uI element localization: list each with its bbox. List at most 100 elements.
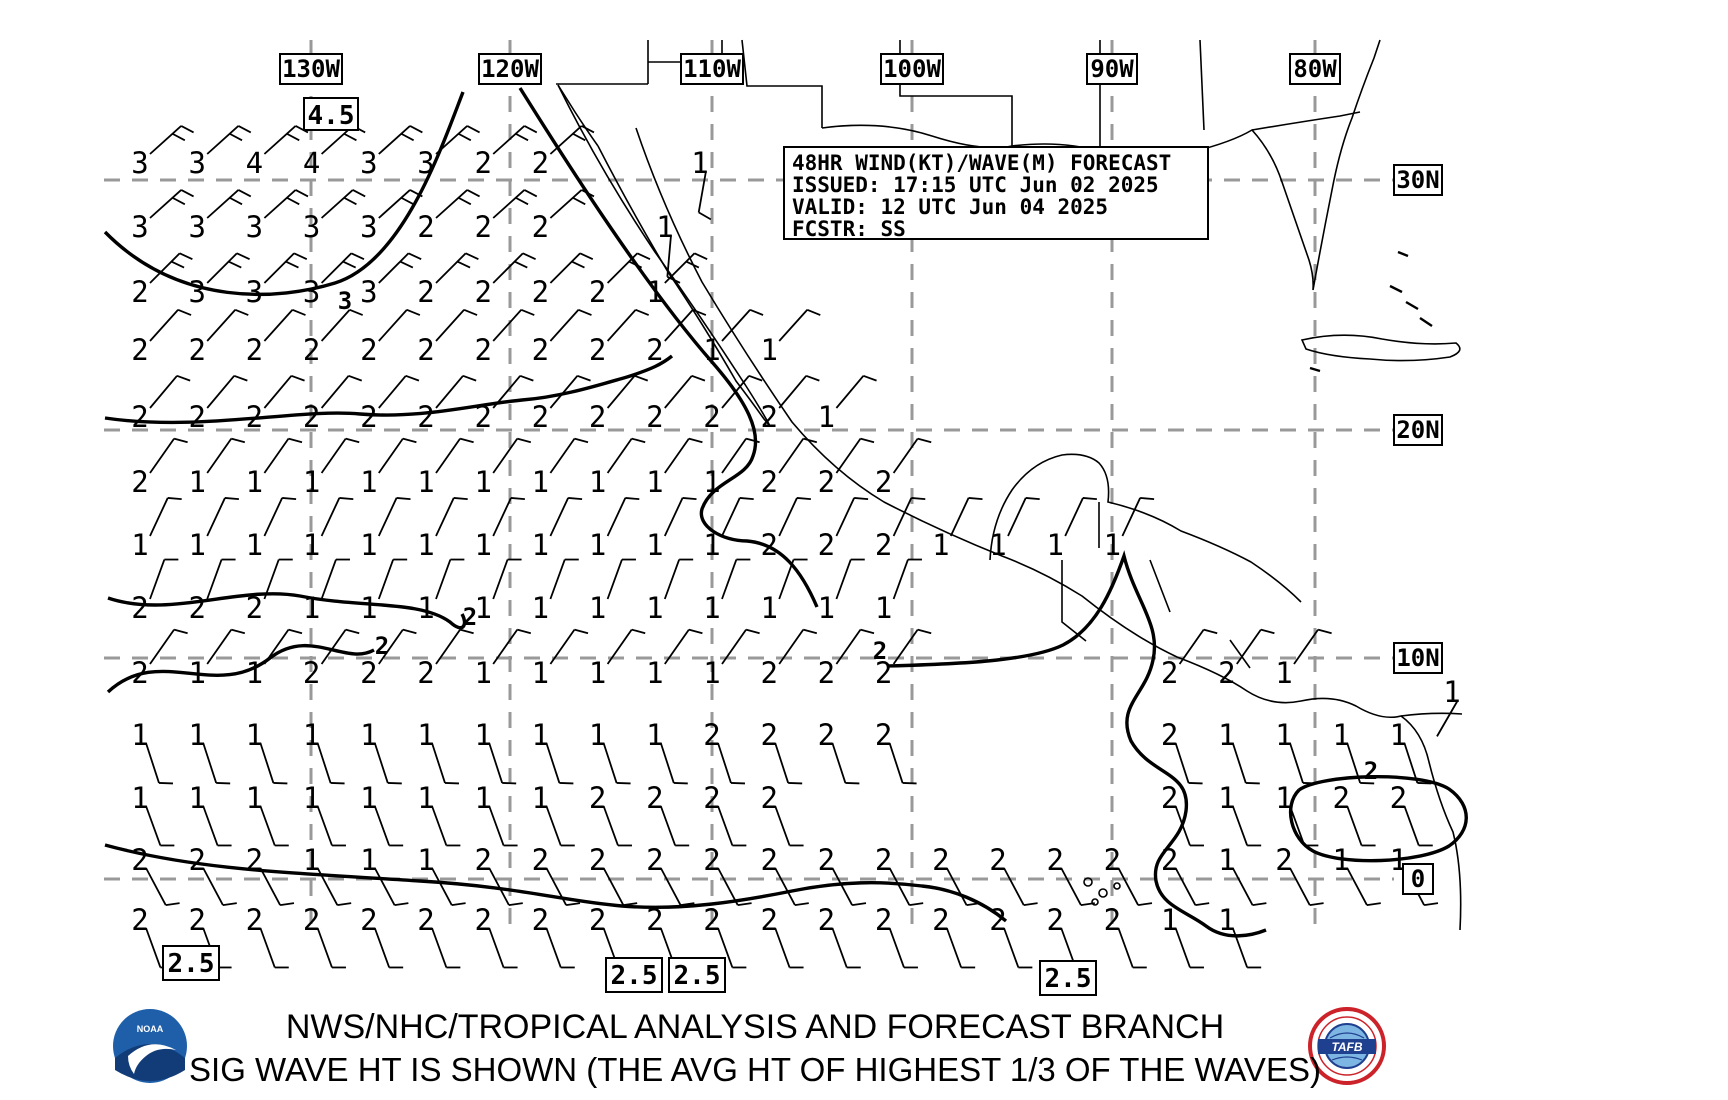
info-box-line: VALID: 12 UTC Jun 04 2025	[792, 195, 1108, 219]
wave-height-value: 1	[703, 465, 720, 499]
wave-contour	[887, 550, 1267, 938]
wave-height-value: 3	[188, 146, 205, 180]
wave-height-value: 2	[417, 400, 434, 434]
wave-height-value: 2	[818, 718, 835, 752]
wave-height-value: 2	[360, 400, 377, 434]
wind-barb	[435, 125, 480, 155]
wave-height-value: 1	[532, 718, 549, 752]
island-mark	[1091, 898, 1099, 906]
wind-barb	[606, 252, 651, 284]
coastline-path	[1400, 712, 1463, 717]
wind-barbs	[145, 125, 1459, 969]
wave-contour	[104, 843, 1008, 923]
contour-label: 2	[375, 632, 389, 660]
wind-barb	[606, 628, 646, 665]
wave-height-label: 2.5	[1045, 964, 1092, 994]
wave-height-value: 2	[360, 333, 377, 367]
wind-barb	[316, 805, 346, 847]
wind-barb	[492, 628, 532, 665]
wind-barb	[602, 805, 632, 847]
wind-barb	[1346, 805, 1376, 847]
wave-height-value: 2	[875, 656, 892, 690]
coordinate-label-box	[880, 53, 944, 85]
wave-height-value: 1	[1332, 843, 1349, 877]
wave-height-value: 1	[474, 465, 491, 499]
wave-height-value: 2	[474, 146, 491, 180]
wind-barb	[263, 558, 293, 600]
wave-height-value: 2	[131, 275, 148, 309]
wave-height-values: 3 3 4 4 3 3 2 23 3 3 3 3 2 2 22 3 3 3 3 2 2 2 2 12 2 2 2 2 2 2 2 2 2 1 12 2…	[131, 146, 1460, 937]
wind-barb	[206, 437, 246, 474]
wind-barb	[492, 308, 535, 342]
wind-barb	[835, 628, 875, 665]
info-box-line: 48HR WIND(KT)/WAVE(M) FORECAST	[792, 151, 1171, 175]
wind-barb	[1121, 497, 1155, 537]
wind-barb	[149, 437, 188, 474]
wave-height-value: 2	[703, 400, 720, 434]
wind-barb	[492, 437, 532, 474]
wave-height-value: 1	[1218, 781, 1235, 815]
wind-barb	[373, 805, 404, 847]
wind-barb	[666, 234, 681, 284]
wave-height-value: 1	[532, 528, 549, 562]
wind-barb	[774, 742, 803, 785]
wind-barb	[892, 628, 932, 665]
wind-barb	[435, 374, 477, 409]
wind-barb	[492, 374, 534, 409]
wave-height-value: 2	[703, 781, 720, 815]
wave-height-value: 1	[989, 528, 1006, 562]
wind-barb	[545, 927, 575, 969]
wave-height-value: 1	[417, 718, 434, 752]
wind-barb	[149, 374, 191, 409]
wave-height-value: 1	[589, 528, 606, 562]
coordinate-labels: 130W 120W 110W 100W 90W 80W 30N 20N 10N 0 2.5 2.5 2.…	[162, 53, 1443, 996]
wave-height-value: 1	[932, 528, 949, 562]
wave-height-value: 2	[360, 903, 377, 937]
wave-height-value: 1	[474, 718, 491, 752]
wind-barb	[373, 927, 404, 969]
wave-height-label-box	[668, 957, 726, 993]
coordinate-label-box	[1402, 863, 1434, 895]
wave-height-value: 1	[246, 528, 263, 562]
wave-height-value: 2	[646, 333, 663, 367]
wind-barb	[431, 867, 466, 906]
wave-height-value: 1	[646, 591, 663, 625]
island-mark	[1397, 250, 1409, 258]
wind-barb	[549, 374, 591, 409]
wave-height-value: 1	[1443, 675, 1460, 709]
wind-barb	[778, 628, 818, 665]
wind-barb	[1231, 742, 1260, 785]
wind-barb	[1003, 867, 1038, 906]
wave-height-value: 2	[818, 656, 835, 690]
wind-barb	[492, 125, 538, 155]
wave-height-value: 2	[417, 210, 434, 244]
wave-height-value: 4	[246, 146, 263, 180]
wind-barb	[1178, 628, 1218, 665]
wind-barb	[1117, 867, 1153, 906]
wave-height-value: 2	[131, 843, 148, 877]
wave-height-value: 2	[818, 528, 835, 562]
wind-barb	[778, 308, 821, 342]
wind-barb	[1403, 742, 1432, 785]
wind-barb	[774, 805, 804, 847]
contour-label: 2	[463, 603, 477, 631]
wave-height-value: 2	[474, 843, 491, 877]
wave-height-value: 2	[474, 903, 491, 937]
wind-barb	[778, 437, 818, 474]
coastline-path	[1300, 334, 1461, 362]
wave-height-value: 1	[188, 465, 205, 499]
wave-height-value: 1	[417, 591, 434, 625]
wind-barb	[835, 497, 869, 537]
wave-height-value: 3	[303, 210, 320, 244]
wind-barb	[549, 558, 579, 600]
coordinate-label: 130W	[282, 55, 340, 83]
wind-barb	[202, 867, 237, 906]
wind-barb	[435, 437, 474, 474]
footer-wave-note: SIG WAVE HT IS SHOWN (THE AVG HT OF HIGH…	[189, 1051, 1321, 1088]
wave-height-value: 2	[532, 275, 549, 309]
wave-height-value: 2	[589, 400, 606, 434]
wind-barb	[492, 189, 538, 219]
wind-barb	[263, 252, 308, 284]
wave-height-value: 2	[1161, 656, 1178, 690]
